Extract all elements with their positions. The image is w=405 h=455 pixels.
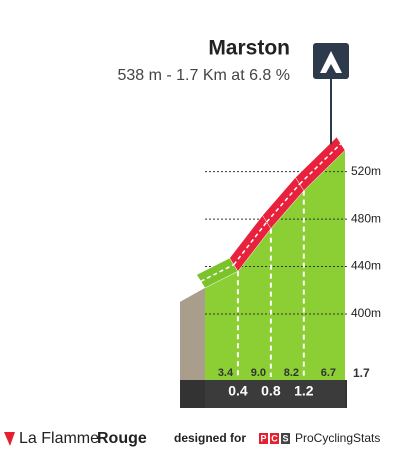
pcs-box: [259, 433, 268, 444]
strip-dash: [233, 221, 268, 266]
pcs-letter: P: [260, 433, 266, 443]
base-front: [205, 380, 345, 408]
y-tick-label: 400m: [351, 306, 381, 320]
pcs-letter: C: [271, 433, 278, 443]
x-tick-label: 1.2: [294, 383, 314, 399]
side-face: [180, 287, 205, 405]
pcs-letter: S: [282, 433, 288, 443]
strip-dash: [266, 183, 301, 223]
gradient-label: 6.7: [321, 367, 336, 379]
summit-icon-detail: [326, 64, 336, 73]
brand-text: La Flamme: [19, 430, 99, 447]
footer: La Flamme Rouge designed for P C S ProCy…: [4, 430, 380, 447]
gradient-label: 8.2: [284, 367, 299, 379]
designed-for: designed for: [174, 431, 246, 445]
pcs-box: [281, 433, 290, 444]
chart-subtitle: 538 m - 1.7 Km at 6.8 %: [117, 67, 290, 84]
brand-icon: [4, 432, 15, 446]
x-tick-label: 0.4: [228, 383, 248, 399]
gradient-label: 3.4: [218, 367, 234, 379]
y-tick-label: 440m: [351, 259, 381, 273]
chart-title: Marston: [208, 37, 290, 60]
x-tick-label: 1.7: [353, 366, 370, 380]
plot: 400m 440m 480m 520m 3.4 9.0 8.2 6.7 0.4 0.8 1.2 1.7: [180, 79, 381, 408]
profile-face: [205, 150, 345, 380]
pcs-box: [270, 433, 279, 444]
gradient-label: 9.0: [251, 367, 266, 379]
y-tick-label: 520m: [351, 164, 381, 178]
y-tick-label: 480m: [351, 211, 381, 225]
brand-text-bold: Rouge: [97, 430, 147, 447]
site-name: ProCyclingStats: [295, 431, 380, 445]
strip-dash: [299, 143, 342, 185]
summit-icon-mountain: [320, 51, 342, 73]
x-tick-label: 0.8: [261, 383, 281, 399]
strip-dash: [200, 264, 235, 282]
